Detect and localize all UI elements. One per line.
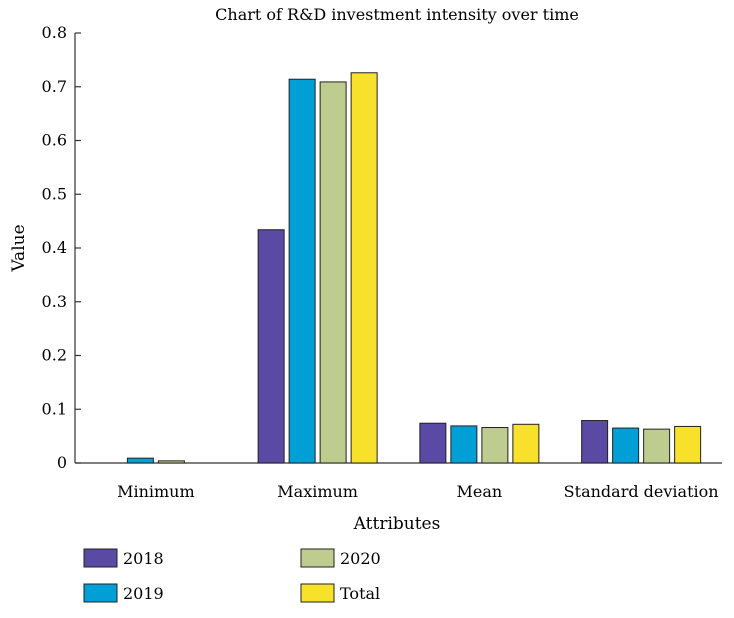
legend-swatch <box>300 548 335 568</box>
bar <box>419 422 447 464</box>
y-tick-label: 0.6 <box>42 131 67 150</box>
legend-label: Total <box>340 584 380 603</box>
bar <box>319 81 347 464</box>
bar <box>481 427 509 464</box>
legend-swatch <box>83 548 118 568</box>
y-tick-label: 0.4 <box>42 238 67 257</box>
y-tick-label: 0.5 <box>42 184 67 203</box>
bar <box>288 78 316 464</box>
legend-label: 2018 <box>123 549 164 568</box>
y-tick-label: 0.7 <box>42 77 67 96</box>
chart-title: Chart of R&D investment intensity over t… <box>215 5 579 24</box>
legend-swatch <box>83 583 118 603</box>
x-tick-label: Minimum <box>117 482 195 501</box>
bar <box>157 460 185 464</box>
x-axis-label: Attributes <box>353 514 441 534</box>
y-tick-label: 0.2 <box>42 346 67 365</box>
bar <box>350 72 378 464</box>
bar <box>257 229 285 464</box>
bar <box>643 428 671 464</box>
y-tick-label: 0.1 <box>42 399 67 418</box>
legend-swatch <box>300 583 335 603</box>
bar <box>512 423 540 464</box>
legend-label: 2019 <box>123 584 164 603</box>
y-tick-label: 0.8 <box>42 23 67 42</box>
y-tick-label: 0 <box>57 453 67 472</box>
y-axis-label: Value <box>9 224 29 272</box>
x-tick-label: Maximum <box>277 482 358 501</box>
y-axis: 0 0.1 0.2 0.3 0.4 0.5 0.6 0.7 0.8 <box>42 23 81 472</box>
bar <box>612 427 640 464</box>
bar <box>581 420 609 464</box>
x-tick-label: Mean <box>457 482 503 501</box>
bar <box>126 457 154 464</box>
bar <box>674 425 702 464</box>
bar <box>450 425 478 464</box>
x-tick-label: Standard deviation <box>564 482 719 501</box>
y-tick-label: 0.3 <box>42 292 67 311</box>
bars <box>126 72 702 464</box>
x-axis: Minimum Maximum Mean Standard deviation <box>75 462 722 501</box>
legend-label: 2020 <box>340 549 381 568</box>
legend: 2018 2019 2020 Total <box>83 548 381 603</box>
